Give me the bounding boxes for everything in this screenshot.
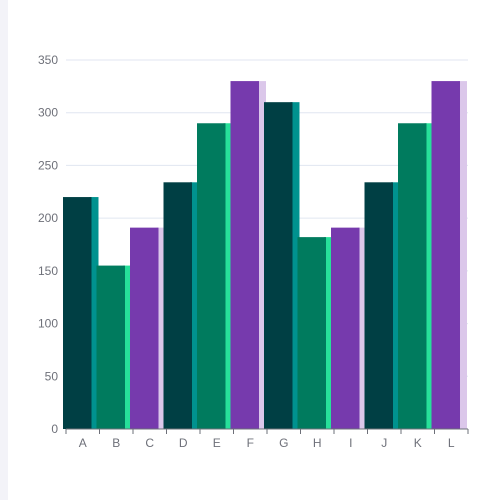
bar-side-F <box>257 81 266 429</box>
bars <box>63 81 467 430</box>
y-tick-label: 200 <box>38 211 58 225</box>
bar-K <box>398 123 427 429</box>
y-tick-label: 300 <box>38 106 58 120</box>
x-tick-label: B <box>112 436 120 450</box>
x-tick-label: H <box>313 436 322 450</box>
bar-side-A <box>89 197 99 429</box>
y-axis: 0 50 100 150 200 250 300 350 <box>38 53 58 436</box>
bar-side-H <box>324 237 333 429</box>
x-tick-label: E <box>213 436 221 450</box>
x-tick-label: F <box>247 436 254 450</box>
x-tick-label: G <box>279 436 288 450</box>
bar-chart: 0 50 100 150 200 250 300 350 A B C D E F G H I J K L <box>38 53 469 450</box>
chart-card: 0 50 100 150 200 250 300 350 A B C D E F G H I J K L <box>8 0 500 500</box>
x-axis: A B C D E F G H I J K L <box>65 428 469 450</box>
y-tick-label: 100 <box>38 317 58 331</box>
bar-J <box>364 182 393 429</box>
bar-D <box>163 182 192 429</box>
bar-B <box>96 265 125 429</box>
bar-side-L <box>458 81 467 429</box>
bar-side-I <box>357 227 367 429</box>
bar-C <box>130 227 159 429</box>
x-tick-label: J <box>381 436 387 450</box>
y-tick-label: 50 <box>45 369 59 383</box>
bar-E <box>197 123 226 429</box>
bar-side-B <box>123 265 132 429</box>
x-tick-label: L <box>448 436 455 450</box>
x-tick-label: D <box>179 436 188 450</box>
bar-side-E <box>223 123 233 429</box>
bar-L <box>431 81 460 429</box>
bar-A <box>63 197 92 429</box>
bar-G <box>264 102 293 430</box>
y-tick-label: 250 <box>38 158 58 172</box>
x-tick-label: C <box>145 436 154 450</box>
bar-side-J <box>391 182 400 429</box>
x-tick-label: I <box>349 436 352 450</box>
bar-side-C <box>156 227 166 429</box>
x-tick-label: K <box>414 436 422 450</box>
bar-H <box>297 237 326 429</box>
y-tick-label: 350 <box>38 53 58 67</box>
bar-F <box>230 81 259 429</box>
y-tick-label: 0 <box>51 422 58 436</box>
x-tick-label: A <box>79 436 87 450</box>
y-tick-label: 150 <box>38 264 58 278</box>
bar-side-G <box>290 102 300 430</box>
bar-side-K <box>424 123 434 429</box>
bar-I <box>331 227 360 429</box>
bar-side-D <box>190 182 199 429</box>
